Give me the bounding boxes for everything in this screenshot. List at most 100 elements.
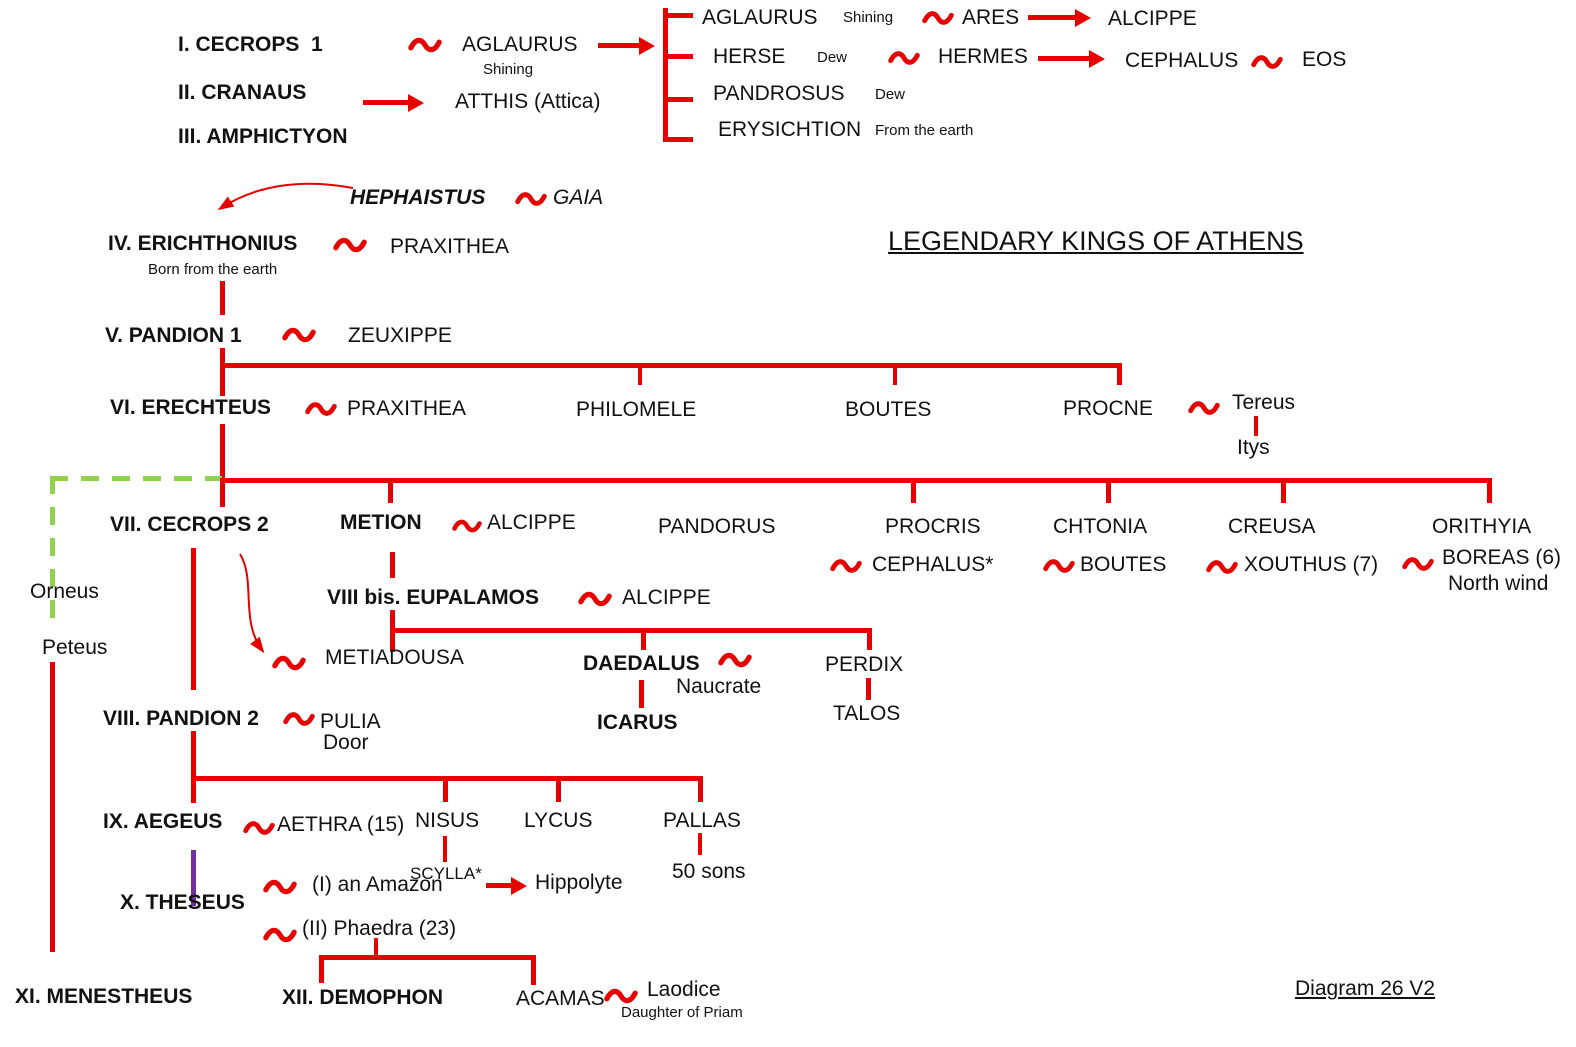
node-pallas: PALLAS (663, 809, 741, 832)
bracket-tick (867, 628, 872, 650)
node-orneus: Orneus (30, 580, 99, 603)
marriage-tilde-icon (515, 192, 547, 206)
node-creusa: CREUSA (1228, 515, 1316, 538)
marriage-tilde-icon (718, 652, 752, 668)
siblings-bracket (220, 363, 1122, 368)
node-praxithea1: PRAXITHEA (390, 235, 510, 258)
descent-line (191, 548, 196, 690)
node-menestheus: XI. MENESTHEUS (15, 985, 193, 1008)
note-door: Door (323, 731, 369, 754)
node-erysichtion: ERYSICHTION (718, 118, 862, 141)
bracket-tick (1106, 478, 1111, 503)
node-pandion2: VIII. PANDION 2 (103, 707, 259, 730)
node-cecrops2: VII. CECROPS 2 (110, 513, 269, 536)
descent-line (390, 552, 395, 578)
descent-arrow-icon (363, 93, 424, 112)
bracket-tick (388, 478, 393, 503)
node-demophon: XII. DEMOPHON (282, 986, 444, 1009)
node-gaia: GAIA (553, 186, 604, 209)
descent-line (639, 680, 644, 708)
marriage-tilde-icon (578, 591, 612, 607)
node-orithyia: ORITHYIA (1432, 515, 1532, 538)
node-talos: TALOS (833, 702, 901, 725)
diagram-version-label: Diagram 26 V2 (1295, 977, 1436, 1000)
node-peteus: Peteus (42, 636, 108, 659)
note-shining2: Shining (843, 9, 894, 26)
node-aglaurus2: AGLAURUS (702, 6, 818, 29)
descent-line (866, 678, 871, 700)
siblings-bracket (663, 8, 668, 142)
node-pulia: PULIA (320, 710, 381, 733)
bracket-tick (1281, 478, 1286, 503)
node-metiadousa: METIADOUSA (325, 646, 464, 669)
node-scylla: SCYLLA* (410, 864, 482, 883)
siblings-bracket (319, 955, 536, 960)
note-50-sons: 50 sons (672, 860, 746, 883)
node-eupalamos: VIII bis. EUPALAMOS (327, 586, 539, 609)
marriage-tilde-icon (922, 11, 954, 25)
marriage-tilde-icon (333, 237, 367, 253)
descent-line (50, 662, 55, 952)
node-xouthus: XOUTHUS (7) (1244, 553, 1379, 576)
green-collateral-line (50, 476, 55, 624)
note-born-from-earth: Born from the earth (148, 261, 278, 278)
bracket-tick (893, 363, 897, 385)
marriage-tilde-icon (1188, 401, 1220, 415)
node-perdix: PERDIX (825, 653, 904, 676)
node-boutes: BOUTES (845, 398, 932, 421)
descent-line (220, 348, 225, 396)
green-collateral-line (50, 476, 222, 481)
node-phaedra: (II) Phaedra (23) (302, 917, 457, 940)
siblings-bracket (390, 628, 872, 633)
descent-arrow-icon (1028, 8, 1091, 27)
node-zeuxippe: ZEUXIPPE (348, 324, 452, 347)
marriage-tilde-icon (830, 559, 862, 573)
node-daedalus: DAEDALUS (583, 652, 700, 675)
note-dew2: Dew (875, 86, 906, 103)
node-erechteus: VI. ERECHTEUS (110, 396, 272, 419)
marriage-tilde-icon (282, 327, 316, 343)
bracket-tick (1117, 363, 1122, 385)
node-herse: HERSE (713, 45, 786, 68)
bracket-tick (531, 955, 536, 985)
node-chtonia: CHTONIA (1053, 515, 1148, 538)
node-hephaistus: HEPHAISTUS (350, 186, 486, 209)
marriage-tilde-icon (1402, 557, 1434, 571)
node-erichthonius: IV. ERICHTHONIUS (108, 232, 298, 255)
node-tereus: Tereus (1232, 391, 1296, 414)
marriage-tilde-icon (272, 655, 306, 671)
marriage-tilde-icon (1206, 560, 1238, 574)
marriage-tilde-icon (263, 879, 297, 895)
node-hippolyte: Hippolyte (535, 871, 623, 894)
siblings-bracket (220, 478, 1492, 483)
node-lycus: LYCUS (524, 809, 593, 832)
note-daughter-of-priam: Daughter of Priam (621, 1004, 743, 1021)
marriage-tilde-icon (243, 821, 275, 835)
node-aethra: AETHRA (15) (277, 813, 405, 836)
bracket-tick (319, 955, 324, 983)
node-alcippe1: ALCIPPE (1108, 7, 1197, 30)
node-pandrosus: PANDROSUS (713, 82, 845, 105)
descent-arrow-icon (1038, 49, 1105, 68)
note-dew1: Dew (817, 49, 848, 66)
node-metion: METION (340, 511, 422, 534)
node-procris: PROCRIS (885, 515, 981, 538)
node-cephalus2: CEPHALUS* (872, 553, 994, 576)
node-cecrops1: I. CECROPS 1 (178, 33, 323, 56)
bracket-tick (638, 363, 642, 385)
node-amphictyon: III. AMPHICTYON (178, 125, 348, 148)
descent-line (374, 938, 378, 958)
node-laodice: Laodice (647, 978, 721, 1001)
bracket-tick (1487, 478, 1492, 503)
node-naucrate: Naucrate (676, 675, 762, 698)
node-praxithea2: PRAXITHEA (347, 397, 467, 420)
marriage-tilde-icon (888, 51, 920, 65)
node-philomele: PHILOMELE (576, 398, 697, 421)
marriage-tilde-icon (452, 519, 482, 533)
bracket-stub (663, 54, 693, 59)
node-aglaurus-wife: AGLAURUS (462, 33, 578, 56)
node-cephalus: CEPHALUS (1125, 49, 1239, 72)
node-procne: PROCNE (1063, 397, 1153, 420)
node-cranaus: II. CRANAUS (178, 81, 307, 104)
node-icarus: ICARUS (597, 711, 678, 734)
